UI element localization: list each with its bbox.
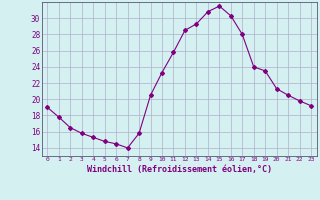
X-axis label: Windchill (Refroidissement éolien,°C): Windchill (Refroidissement éolien,°C) xyxy=(87,165,272,174)
